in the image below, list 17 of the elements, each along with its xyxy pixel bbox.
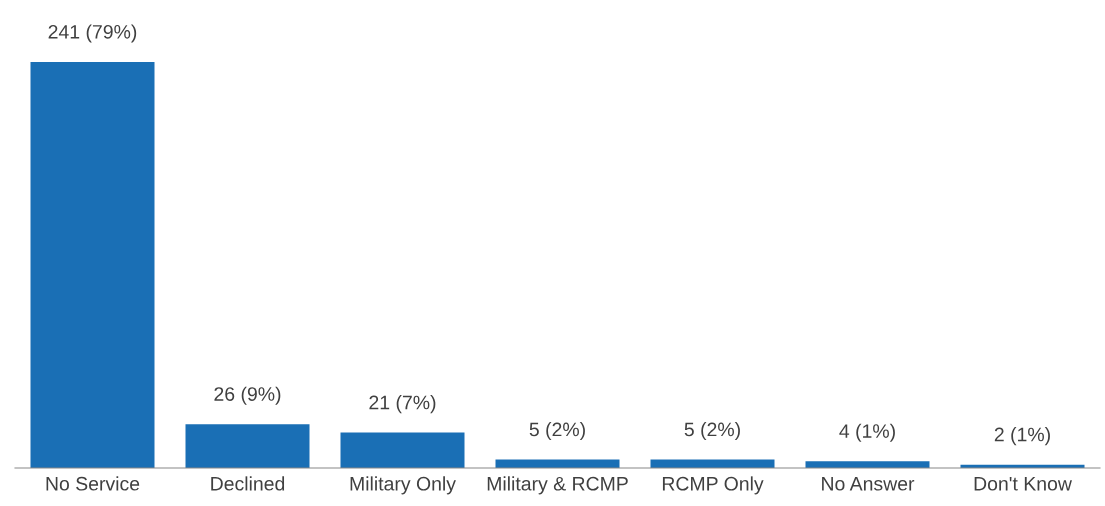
bar: [185, 424, 310, 468]
x-tick-label: Declined: [211, 476, 285, 491]
data-label: 4 (1%): [839, 423, 895, 442]
bar: [340, 432, 465, 468]
data-label: 241 (79%): [48, 24, 137, 43]
x-tick-label: Military Only: [350, 476, 456, 495]
x-tick-label: Don't Know: [974, 477, 1072, 491]
data-label: 5 (2%): [684, 422, 740, 441]
x-tick-label: RCMP Only: [662, 476, 764, 495]
bar: [30, 62, 155, 468]
x-tick-label: No Service: [46, 476, 140, 491]
x-tick-label: Military & RCMP: [487, 476, 628, 495]
x-tick-label: No Answer: [822, 477, 915, 491]
data-label: 21 (7%): [369, 395, 436, 414]
data-label: 5 (2%): [529, 422, 585, 441]
data-label: 2 (1%): [994, 427, 1050, 446]
data-label: 26 (9%): [214, 386, 281, 405]
